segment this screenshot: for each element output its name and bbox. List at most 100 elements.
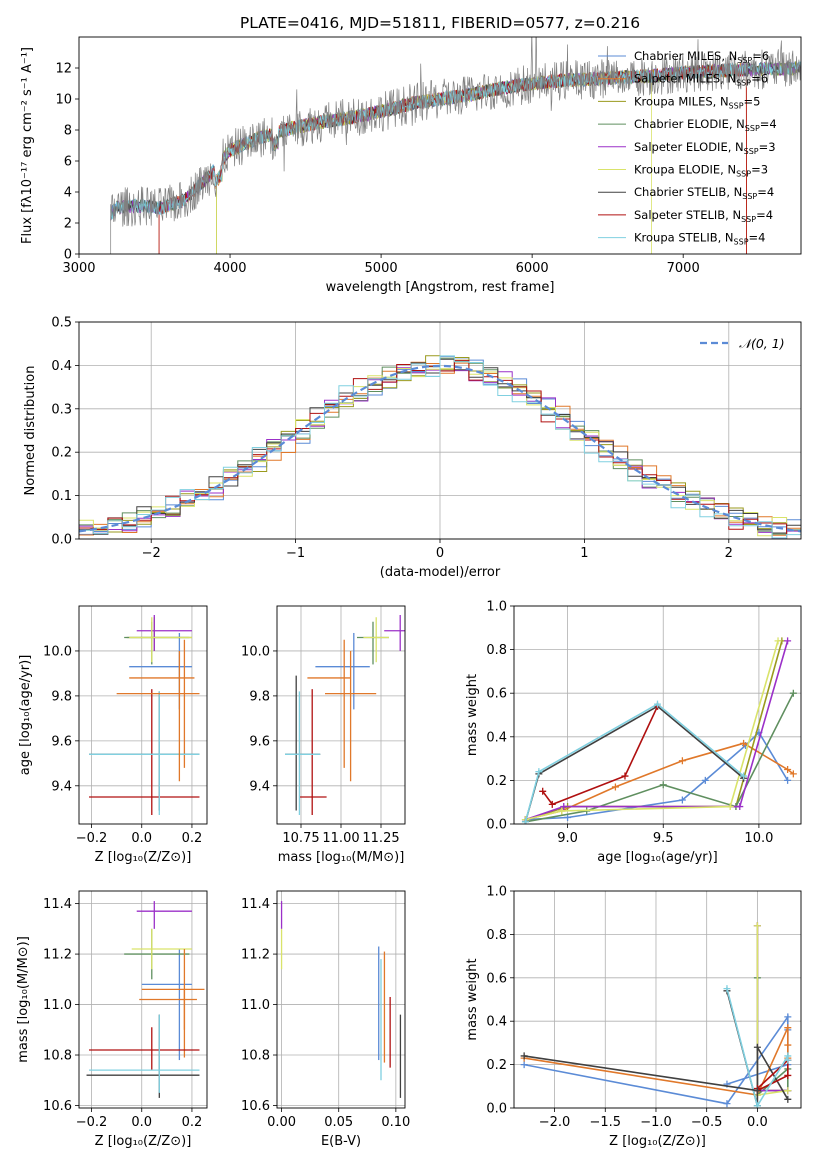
y-axis-label: Normed distribution <box>23 366 38 496</box>
y-tick-label: 8 <box>64 124 72 139</box>
x-tick-label: −2.0 <box>539 1115 571 1130</box>
weight-line <box>523 1014 789 1105</box>
weight-marker <box>723 985 731 993</box>
weight-marker <box>740 772 748 780</box>
x-tick-label: 4000 <box>213 261 246 276</box>
y-tick-label: 1.0 <box>486 600 507 615</box>
x-axis-label: Z [log₁₀(Z/Z⊙)] <box>95 850 192 865</box>
y-tick-label: 10.6 <box>43 1099 72 1114</box>
x-axis-label: Z [log₁₀(Z/Z⊙)] <box>95 1134 192 1149</box>
y-tick-label: 0.0 <box>486 1102 507 1117</box>
axes-frame <box>513 890 802 1109</box>
y-axis-label: mass weight <box>465 674 480 756</box>
weight-marker <box>753 1043 761 1051</box>
legend-label: Chabrier STELIB, NSSP=4 <box>634 185 774 201</box>
y-tick-label: 9.6 <box>51 734 72 749</box>
weight-marker <box>753 1087 761 1095</box>
axes-frame <box>78 605 208 825</box>
weight-marker <box>564 813 572 821</box>
x-tick-label: 0.0 <box>131 1115 152 1130</box>
weight-marker <box>726 803 734 811</box>
panel-age_vs_mass: 10.75 11.00 11.25 9.4 9.6 9.8 10.0 mass [log₁₀(… <box>241 605 406 865</box>
y-tick-label: 0.4 <box>486 730 507 745</box>
y-tick-label: 10 <box>55 93 72 108</box>
weight-marker <box>784 1013 792 1021</box>
x-tick-label: 6000 <box>516 261 549 276</box>
legend-label: 𝒩(0, 1) <box>739 336 785 351</box>
weight-line <box>756 1058 789 1092</box>
weight-marker <box>521 818 529 824</box>
weight-marker <box>723 1100 731 1108</box>
weight-marker <box>611 783 619 791</box>
x-axis-label: age [log₁₀(age/yr)] <box>597 850 718 865</box>
y-tick-label: 0.8 <box>486 643 507 658</box>
x-tick-label: 10.0 <box>744 831 773 846</box>
x-tick-label: −1.0 <box>640 1115 672 1130</box>
weight-marker <box>621 772 629 780</box>
x-tick-label: 3000 <box>62 261 95 276</box>
y-tick-label: 11.4 <box>43 897 72 912</box>
weight-marker <box>736 803 744 811</box>
plot-area <box>280 901 402 1098</box>
y-tick-label: 9.8 <box>51 689 72 704</box>
plot-area <box>521 637 797 824</box>
y-tick-label: 0.5 <box>51 316 72 331</box>
x-tick-label: 0 <box>436 546 444 561</box>
x-tick-label: 7000 <box>667 261 700 276</box>
weight-line <box>525 640 789 821</box>
x-tick-label: −0.2 <box>76 831 108 846</box>
legend-eq: =4 <box>757 185 774 199</box>
y-axis-label: Flux [fλ10⁻¹⁷ erg cm⁻² s⁻¹ A⁻¹] <box>20 47 35 244</box>
y-tick-label: 0.8 <box>486 928 507 943</box>
x-tick-label: 11.00 <box>322 831 359 846</box>
panel-age_vs_Z: −0.2 0.0 0.2 9.4 9.6 9.8 10.0 Z [log₁₀(Z/Z⊙)] ag… <box>18 605 208 865</box>
weight-line <box>524 703 745 823</box>
panel-weight_vs_Z: −2.0 −1.5 −1.0 −0.5 0.0 0.0 0.2 0.4 0.6 0.8 1.0 Z [… <box>465 885 802 1149</box>
axes-frame <box>78 36 802 255</box>
weight-marker <box>558 807 566 815</box>
x-axis-label: (data-model)/error <box>380 565 501 580</box>
panel-spectrum: 3000 4000 5000 6000 7000 0 2 4 6 8 10 12 wavelength … <box>20 36 802 295</box>
panel-mass_vs_ebv: 0.00 0.05 0.10 10.6 10.8 11.0 11.2 11.4 E(B-V) <box>241 890 410 1149</box>
y-tick-label: 9.4 <box>249 779 270 794</box>
weight-marker <box>789 770 797 778</box>
residual-histogram <box>79 355 801 539</box>
axes-frame <box>276 890 406 1109</box>
legend-eq: =3 <box>751 163 768 177</box>
plot-area <box>520 922 792 1108</box>
legend-sub: SSP <box>736 79 751 88</box>
y-tick-label: 9.4 <box>51 779 72 794</box>
x-tick-label: 0.0 <box>131 831 152 846</box>
weight-line <box>525 692 795 823</box>
legend-eq: =4 <box>749 231 766 245</box>
y-tick-label: 0 <box>64 248 72 263</box>
y-tick-label: 0.0 <box>51 533 72 548</box>
x-tick-label: 9.5 <box>653 831 674 846</box>
y-tick-label: 0.3 <box>51 402 72 417</box>
y-tick-label: 9.8 <box>249 689 270 704</box>
weight-line <box>542 705 659 806</box>
weight-marker <box>753 922 761 930</box>
x-tick-label: 2 <box>725 546 733 561</box>
legend-sub: SSP <box>741 215 756 224</box>
legend-label: Kroupa STELIB, NSSP=4 <box>634 231 765 247</box>
weight-marker <box>659 781 667 789</box>
x-axis-label: E(B-V) <box>321 1134 361 1149</box>
x-axis-label: wavelength [Angstrom, rest frame] <box>326 280 555 295</box>
y-tick-label: 10.0 <box>241 644 270 659</box>
x-tick-label: 11.25 <box>362 831 399 846</box>
legend-label: Kroupa ELODIE, NSSP=3 <box>634 163 768 179</box>
weight-marker <box>784 1024 792 1032</box>
legend-sub: SSP <box>734 238 749 247</box>
legend-sub: SSP <box>742 192 757 201</box>
weight-marker <box>784 1056 792 1064</box>
y-tick-label: 10.0 <box>43 644 72 659</box>
x-tick-label: −0.5 <box>691 1115 723 1130</box>
weight-line <box>523 1055 758 1092</box>
y-tick-label: 0.4 <box>51 359 72 374</box>
weight-marker <box>560 803 568 811</box>
y-tick-label: 0.0 <box>486 818 507 833</box>
plot-area <box>89 614 200 816</box>
weight-marker <box>784 1087 792 1095</box>
y-tick-label: 10.8 <box>241 1049 270 1064</box>
